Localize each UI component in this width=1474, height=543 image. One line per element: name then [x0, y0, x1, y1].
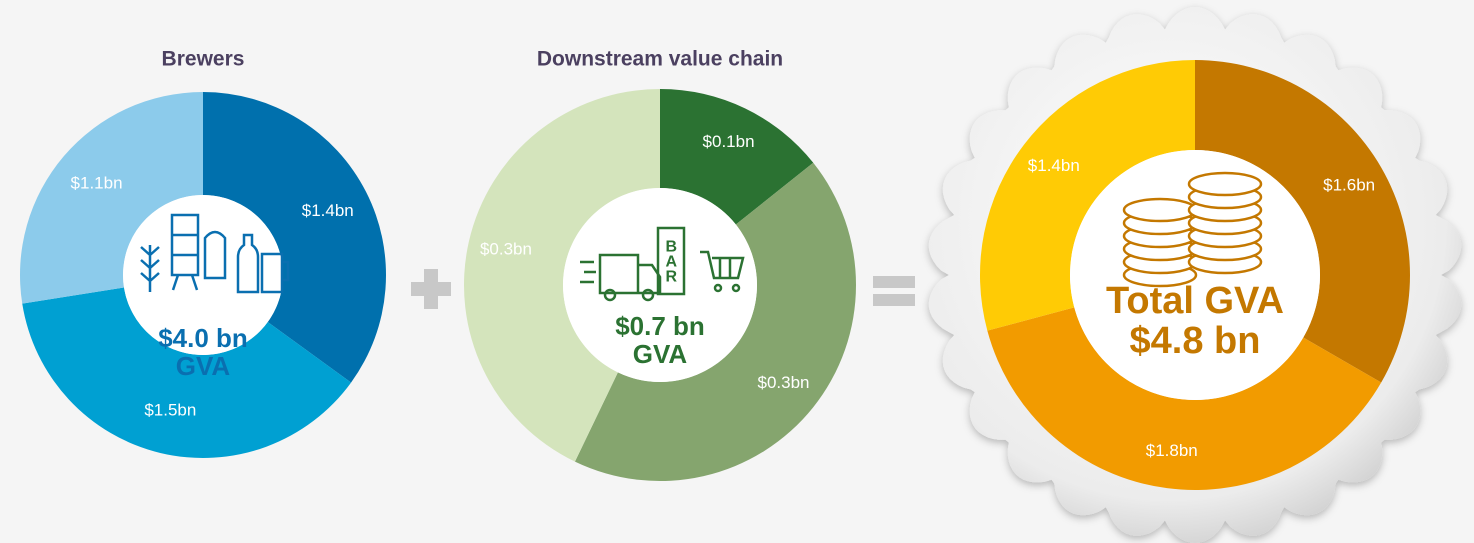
center-label: $4.8 bn	[1130, 320, 1261, 362]
donut-segment	[979, 60, 1195, 331]
coins-icon	[1122, 171, 1263, 288]
brewery-icon	[140, 213, 290, 294]
equals-sign	[873, 276, 915, 306]
center-label: $4.0 bn	[158, 323, 248, 353]
segment-label: $1.4bn	[1028, 156, 1080, 175]
segment-label: $1.8bn	[1146, 441, 1198, 460]
donut-segment	[660, 89, 814, 225]
donut-segment	[203, 92, 386, 383]
center-label: $0.7 bn	[615, 311, 705, 341]
donut-segment	[574, 162, 856, 481]
donut-segment	[19, 92, 203, 304]
segment-label: $0.1bn	[703, 132, 755, 151]
delivery-icon	[580, 226, 745, 302]
chart-title: Downstream value chain	[537, 48, 783, 71]
segment-label: $1.4bn	[302, 201, 354, 220]
center-label: GVA	[176, 351, 231, 381]
plus-sign	[411, 269, 451, 309]
center-label: GVA	[633, 339, 688, 369]
bar-icon-label: BAR	[663, 239, 680, 284]
donut-segment	[1195, 60, 1410, 383]
segment-label: $1.1bn	[71, 174, 123, 193]
segment-label: $1.6bn	[1323, 175, 1375, 194]
donut-segment	[464, 88, 660, 462]
chart-title: Brewers	[162, 48, 245, 71]
center-label: Total GVA	[1106, 280, 1284, 322]
donut-segment	[987, 307, 1382, 490]
segment-label: $0.3bn	[480, 239, 532, 258]
segment-label: $1.5bn	[144, 401, 196, 420]
donut-segment	[22, 287, 352, 459]
segment-label: $0.3bn	[758, 373, 810, 392]
